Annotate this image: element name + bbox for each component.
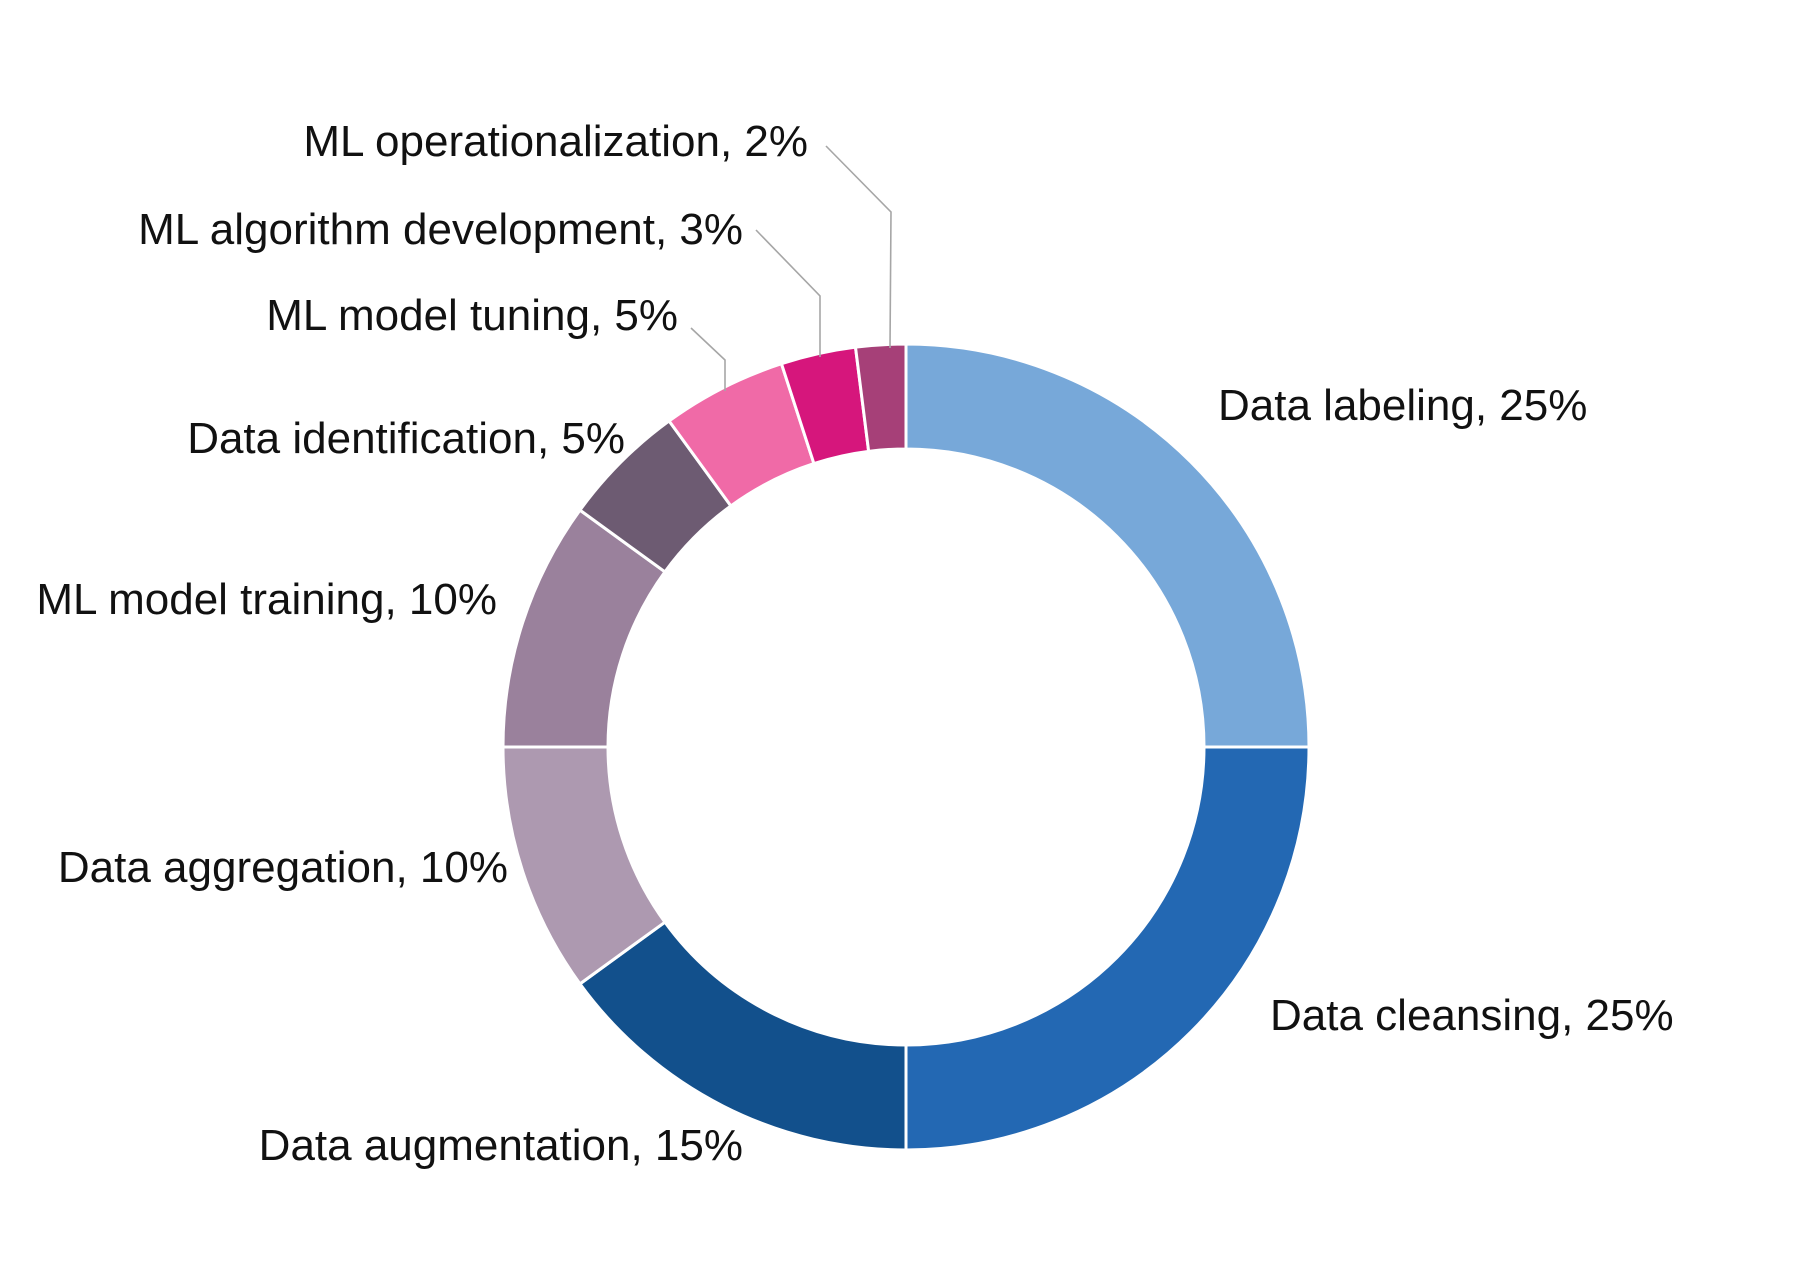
label-ml-operationalization: ML operationalization, 2%	[303, 117, 808, 166]
label-ml-model-tuning: ML model tuning, 5%	[266, 291, 678, 340]
label-data-augmentation: Data augmentation, 15%	[259, 1121, 743, 1170]
slices	[501, 342, 1311, 1152]
slice-ml-operationalization	[853, 342, 908, 454]
leader-lines	[690, 145, 892, 391]
leader-line-ml-operationalization	[825, 145, 892, 349]
leader-line-ml-model-tuning	[690, 327, 726, 391]
label-data-labeling: Data labeling, 25%	[1218, 381, 1587, 430]
label-data-identification: Data identification, 5%	[187, 414, 625, 463]
slice-data-labeling	[904, 342, 1311, 749]
label-ml-model-training: ML model training, 10%	[36, 575, 497, 624]
label-data-cleansing: Data cleansing, 25%	[1270, 991, 1674, 1040]
data-labels: Data labeling, 25% Data cleansing, 25% Dat…	[36, 117, 1673, 1170]
label-ml-algorithm-development: ML algorithm development, 3%	[138, 205, 743, 254]
leader-line-ml-algorithm-development	[755, 229, 821, 357]
label-data-aggregation: Data aggregation, 10%	[58, 843, 508, 892]
slice-data-cleansing	[904, 745, 1311, 1152]
slice-data-augmentation	[577, 920, 908, 1152]
